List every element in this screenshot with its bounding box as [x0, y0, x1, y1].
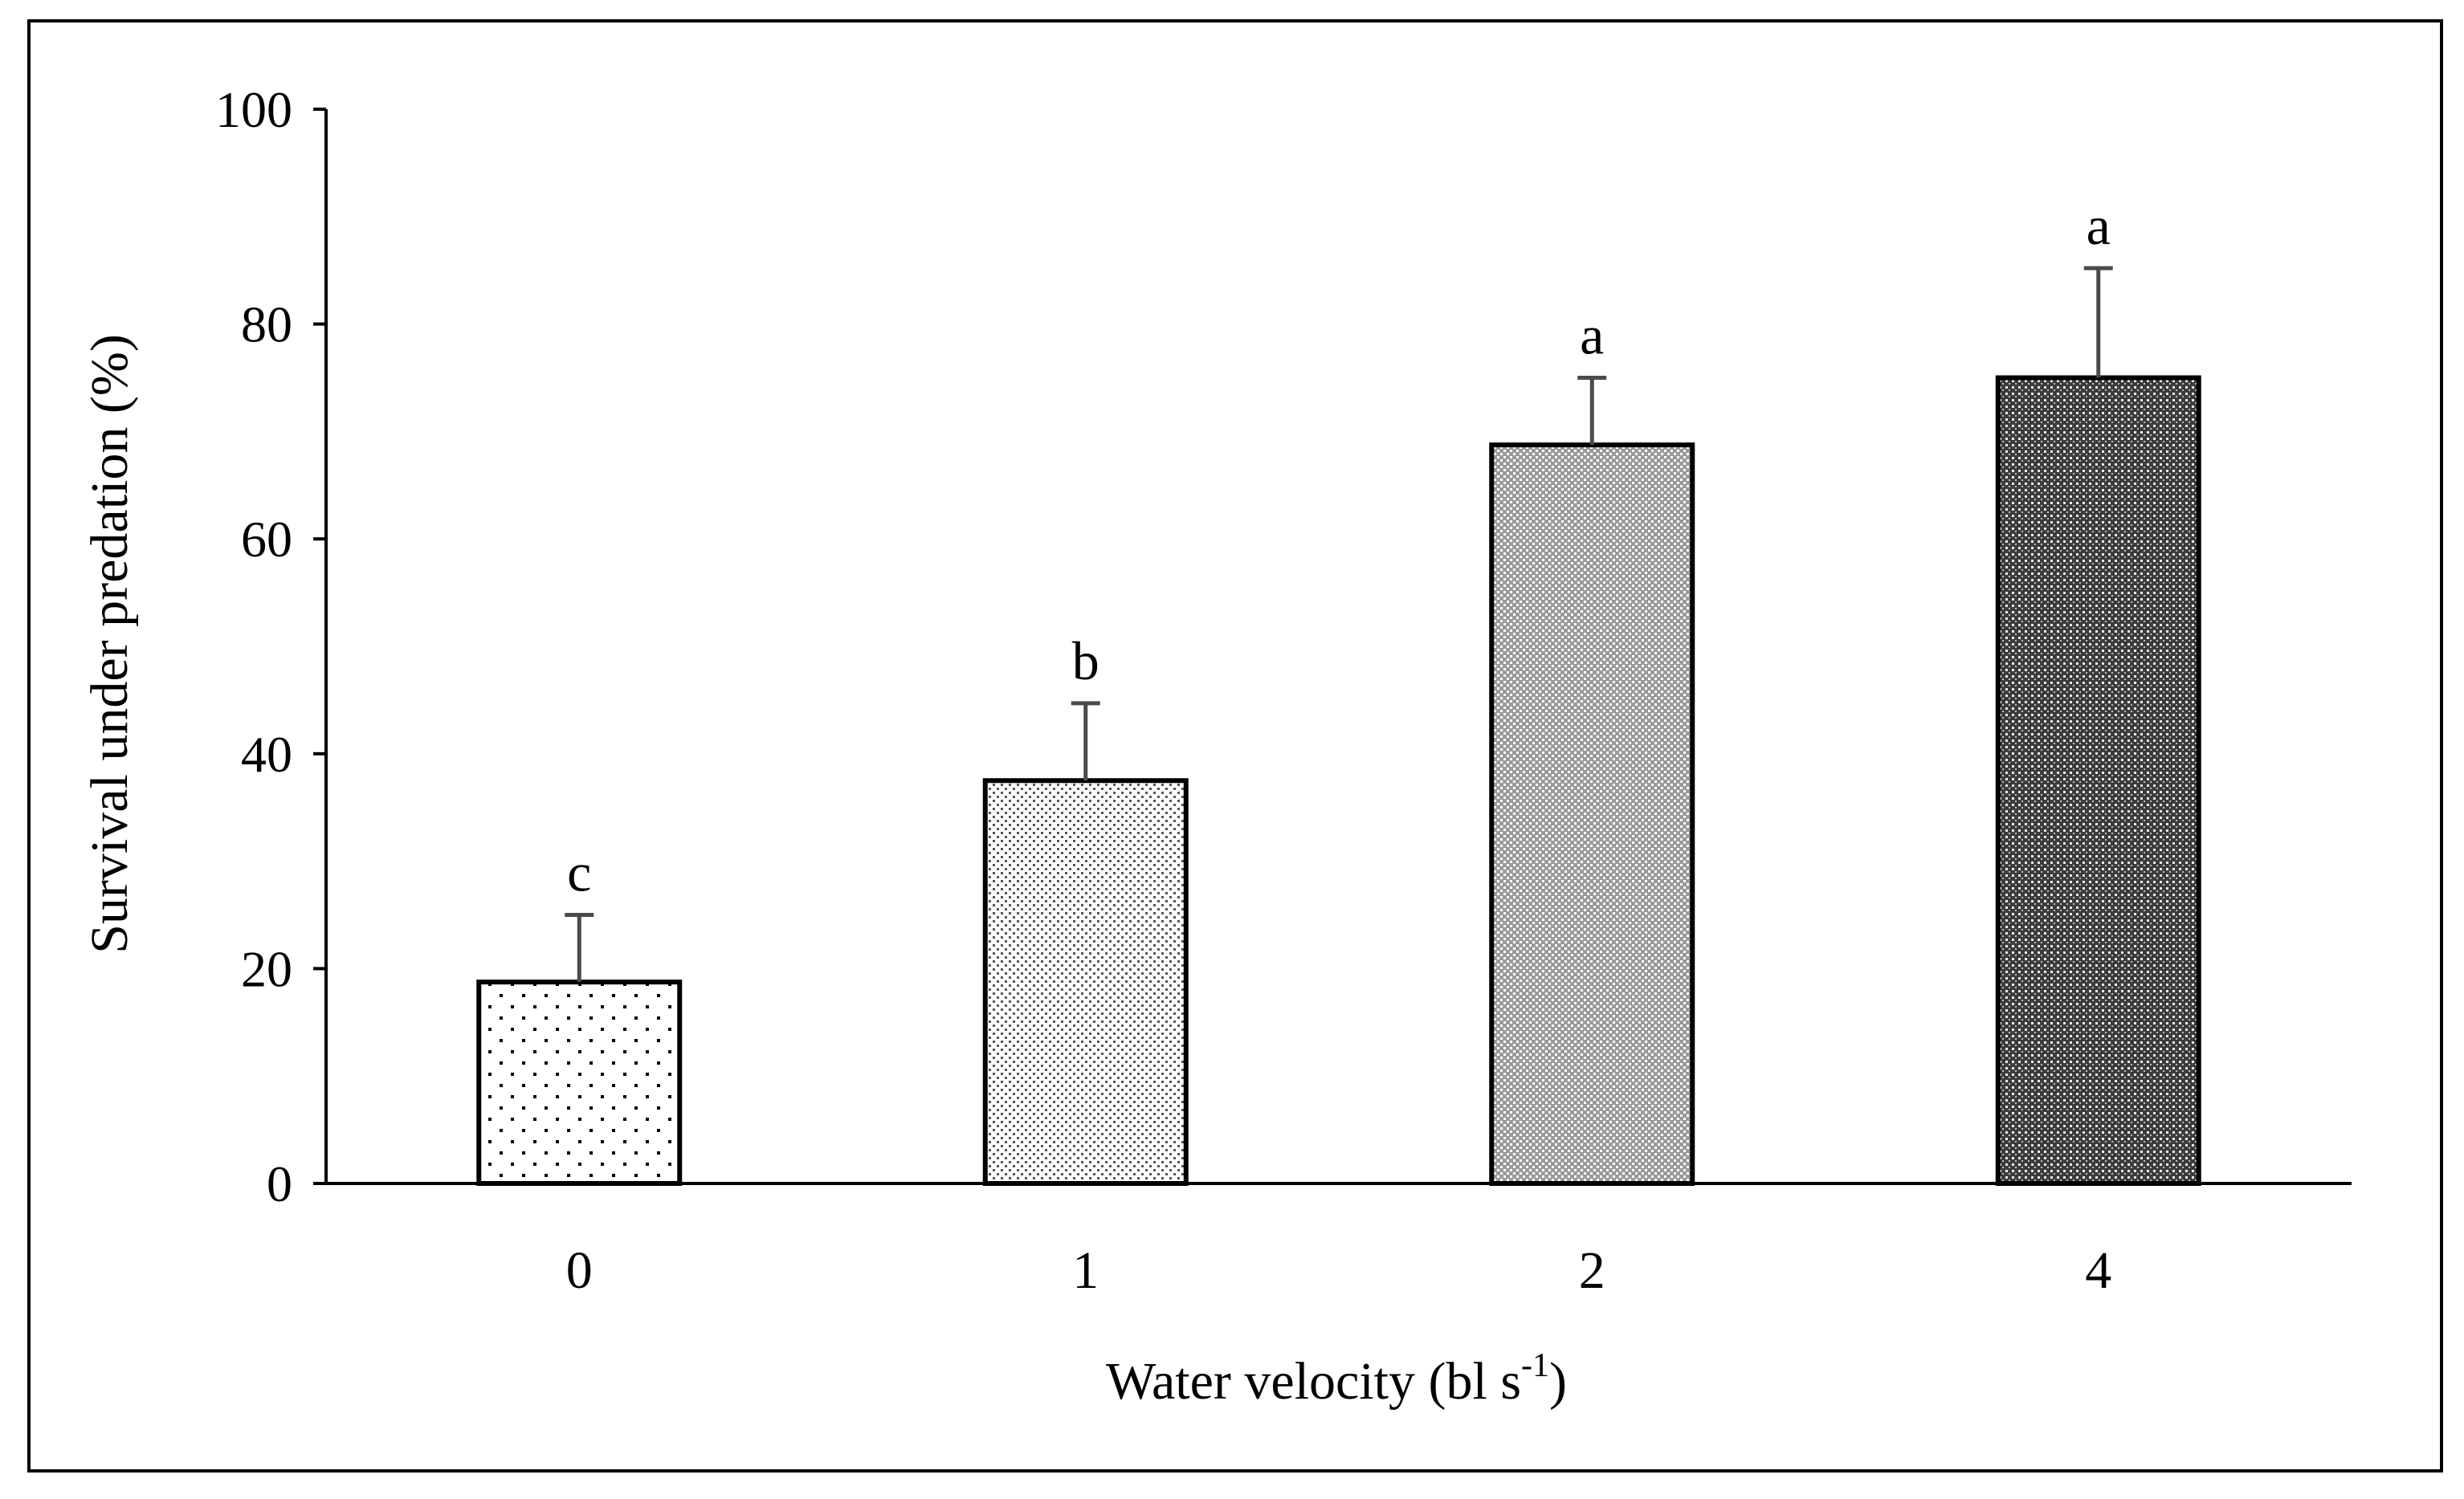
bar-1 [982, 778, 1189, 1186]
x-axis-label: Water velocity (bl s-1) [1106, 1347, 1567, 1411]
bar-4 [1995, 375, 2201, 1186]
x-axis-label-close: ) [1549, 1352, 1567, 1411]
significance-letter-0: c [567, 842, 591, 903]
chart-frame [27, 19, 2443, 1473]
y-tick-label: 40 [241, 726, 292, 783]
significance-letter-2: a [1580, 305, 1604, 366]
x-tick-label: 1 [1072, 1241, 1099, 1300]
x-axis-label-main: Water velocity (bl s [1106, 1352, 1521, 1411]
y-tick-label: 80 [241, 296, 292, 353]
significance-letter-4: a [2087, 195, 2111, 256]
x-ticks: 0 1 2 4 [566, 1241, 2112, 1300]
bar-2 [1489, 442, 1695, 1186]
y-ticks: 0 20 40 60 80 100 [215, 81, 326, 1212]
bar-0 [476, 980, 683, 1186]
y-tick-label: 0 [267, 1155, 292, 1212]
x-axis-label-superscript: -1 [1521, 1347, 1549, 1384]
significance-letter-1: b [1072, 630, 1099, 691]
bars: c b a a [476, 195, 2201, 1186]
x-tick-label: 2 [1579, 1241, 1605, 1300]
y-axis-label: Survival under predation (%) [80, 334, 139, 954]
y-tick-label: 20 [241, 940, 292, 997]
y-tick-label: 60 [241, 511, 292, 568]
x-tick-label: 4 [2085, 1241, 2111, 1300]
y-tick-label: 100 [215, 81, 292, 138]
x-tick-label: 0 [566, 1241, 593, 1300]
